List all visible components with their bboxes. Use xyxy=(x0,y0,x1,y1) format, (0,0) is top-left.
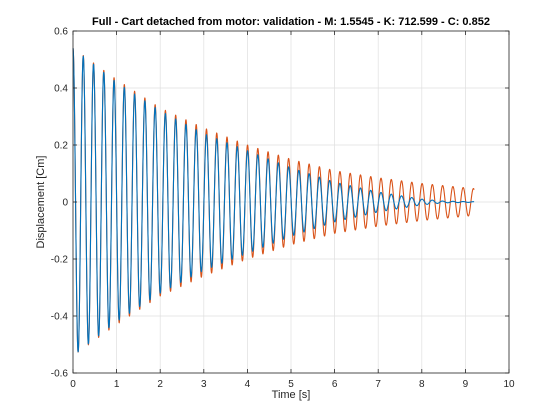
x-tick-label: 8 xyxy=(419,379,425,390)
chart-title: Full - Cart detached from motor: validat… xyxy=(92,16,490,28)
y-tick-label: -0.2 xyxy=(51,255,69,266)
x-tick-label: 1 xyxy=(114,379,120,390)
x-axis-label: Time [s] xyxy=(272,389,311,401)
y-tick-label: 0.4 xyxy=(54,84,68,95)
y-tick-label: -0.6 xyxy=(51,369,69,380)
x-tick-label: 3 xyxy=(201,379,207,390)
x-tick-label: 6 xyxy=(332,379,338,390)
x-tick-label: 7 xyxy=(375,379,381,390)
y-tick-label: 0.2 xyxy=(54,141,68,152)
series-lines xyxy=(72,48,475,353)
y-tick-label: 0.6 xyxy=(54,27,68,38)
y-tick-labels: -0.6 -0.4 -0.2 0 0.2 0.4 0.6 xyxy=(51,27,69,380)
y-axis-label: Displacement [Cm] xyxy=(35,156,47,249)
x-tick-label: 0 xyxy=(70,379,76,390)
series-line-0 xyxy=(72,48,475,353)
y-tick-label: -0.4 xyxy=(51,312,69,323)
series-line-1 xyxy=(72,48,475,353)
x-tick-label: 10 xyxy=(503,379,515,390)
x-tick-label: 5 xyxy=(288,379,294,390)
x-tick-label: 4 xyxy=(245,379,251,390)
x-tick-label: 2 xyxy=(157,379,163,390)
x-tick-labels: 0 1 2 3 4 5 6 7 8 9 10 xyxy=(70,379,515,390)
x-tick-label: 9 xyxy=(463,379,469,390)
axis-ticks xyxy=(72,30,510,374)
y-tick-label: 0 xyxy=(62,198,68,209)
